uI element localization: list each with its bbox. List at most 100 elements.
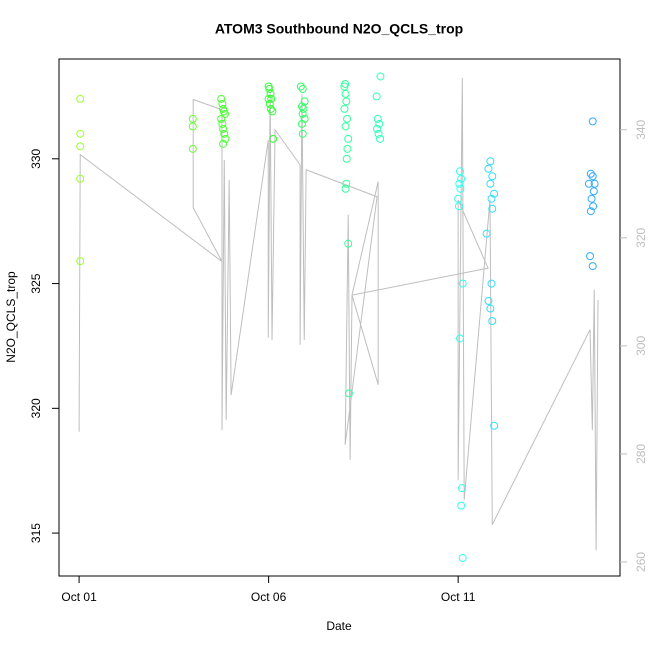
data-point — [589, 187, 598, 196]
data-point — [376, 72, 385, 81]
data-point — [76, 142, 85, 151]
data-point — [298, 109, 307, 118]
data-point — [265, 99, 274, 108]
x-axis-label: Date — [326, 619, 352, 633]
data-point — [373, 124, 382, 133]
x-tick-label: Oct 11 — [441, 590, 476, 604]
data-point — [484, 297, 493, 306]
data-point — [373, 114, 382, 123]
data-point — [340, 82, 349, 91]
y-tick-label: 315 — [29, 523, 43, 543]
data-point — [590, 179, 599, 188]
y-tick-label: 325 — [29, 273, 43, 293]
data-point — [584, 179, 593, 188]
data-point — [298, 129, 307, 138]
data-point — [457, 174, 466, 183]
chart-title: ATOM3 Southbound N2O_QCLS_trop — [215, 21, 463, 37]
plot-frame — [58, 58, 621, 577]
data-point — [589, 202, 598, 211]
data-point — [488, 204, 497, 213]
data-point — [587, 194, 596, 203]
data-point — [265, 84, 274, 93]
data-point — [482, 229, 491, 238]
data-point — [267, 94, 276, 103]
y2-tick-label: 320 — [634, 227, 648, 247]
data-point — [219, 139, 228, 148]
data-point — [457, 501, 466, 510]
data-point — [375, 119, 384, 128]
data-point — [456, 184, 465, 193]
data-point — [586, 252, 595, 261]
data-point — [588, 262, 597, 271]
data-point — [588, 117, 597, 126]
data-point — [344, 389, 353, 398]
data-point — [341, 89, 350, 98]
data-point — [342, 154, 351, 163]
data-point — [266, 89, 275, 98]
data-point — [490, 189, 499, 198]
data-point — [488, 172, 497, 181]
data-point — [221, 109, 230, 118]
data-point — [268, 107, 277, 116]
data-point — [488, 316, 497, 325]
data-point — [269, 134, 278, 143]
y2-tick-label: 280 — [634, 444, 648, 464]
data-point — [344, 134, 353, 143]
y-tick-label: 320 — [29, 398, 43, 418]
data-point — [343, 144, 352, 153]
data-line — [78, 77, 599, 551]
data-point — [484, 164, 493, 173]
data-point — [487, 279, 496, 288]
y2-tick-label: 260 — [634, 552, 648, 572]
data-point — [221, 134, 230, 143]
data-point — [218, 119, 227, 128]
data-point — [297, 119, 306, 128]
data-point — [300, 114, 309, 123]
data-point — [341, 184, 350, 193]
data-point — [342, 97, 351, 106]
y-tick-label: 330 — [29, 148, 43, 168]
data-point — [217, 114, 226, 123]
data-point — [341, 122, 350, 131]
data-point — [456, 334, 465, 343]
data-point — [486, 157, 495, 166]
y2-tick-label: 300 — [634, 336, 648, 356]
data-point — [586, 207, 595, 216]
x-tick-label: Oct 01 — [61, 590, 97, 604]
data-point — [340, 104, 349, 113]
data-point — [298, 84, 307, 93]
data-point — [219, 124, 228, 133]
data-point — [343, 114, 352, 123]
data-point — [376, 134, 385, 143]
data-point — [588, 172, 597, 181]
data-point — [457, 484, 466, 493]
x-tick-label: Oct 06 — [251, 590, 287, 604]
data-point — [76, 257, 85, 266]
data-point — [296, 82, 305, 91]
data-point — [454, 194, 463, 203]
data-point — [344, 239, 353, 248]
data-point — [218, 99, 227, 108]
y-axis-label: N2O_QCLS_trop — [4, 271, 18, 363]
data-point — [454, 202, 463, 211]
data-point — [486, 179, 495, 188]
data-point — [490, 421, 499, 430]
data-point — [76, 94, 85, 103]
data-point — [76, 174, 85, 183]
y2-tick-label: 340 — [634, 119, 648, 139]
data-point — [586, 169, 595, 178]
data-point — [300, 97, 309, 106]
data-point — [455, 179, 464, 188]
data-point — [220, 129, 229, 138]
data-point — [264, 94, 273, 103]
data-point — [217, 94, 226, 103]
data-point — [188, 144, 197, 153]
data-point — [76, 129, 85, 138]
data-point — [487, 194, 496, 203]
data-point — [486, 304, 495, 313]
data-point — [188, 122, 197, 131]
data-point — [372, 92, 381, 101]
data-point — [342, 179, 351, 188]
data-point — [458, 279, 467, 288]
